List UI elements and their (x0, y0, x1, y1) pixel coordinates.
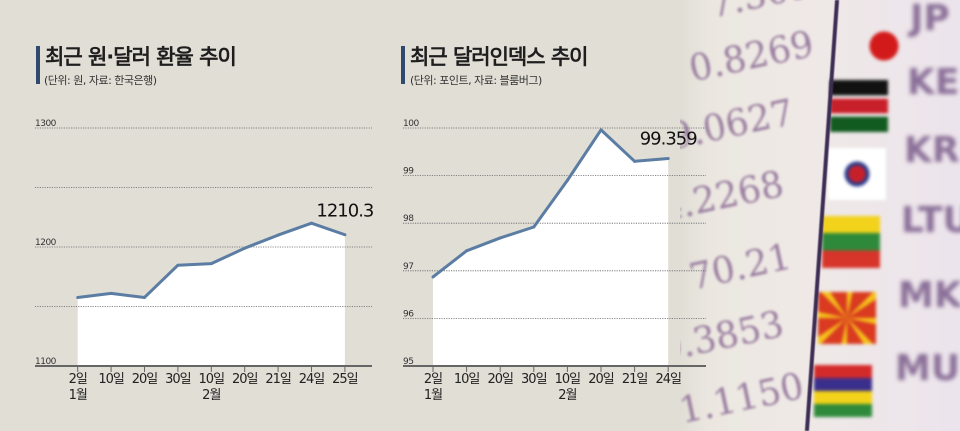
y-tick-label: 1100 (35, 357, 57, 367)
photo-currency-code: MK (898, 275, 960, 316)
x-tick-label: 20일 (588, 372, 614, 387)
data-point (343, 233, 347, 237)
data-point (109, 291, 113, 295)
data-point (565, 178, 569, 182)
chart-1: 100 99 98 97 96 95 2일 10일 20일 30일 10일 20일 21일 24일 1월 2월… (403, 119, 706, 403)
x-tick-label: 2일 (69, 372, 87, 387)
data-point (243, 246, 247, 250)
x-tick-label: 24일 (299, 372, 325, 387)
series-line (432, 128, 669, 279)
flag-japan-icon (855, 20, 913, 72)
x-tick-label: 10일 (199, 372, 225, 387)
data-point (666, 157, 670, 161)
month-label: 2월 (202, 388, 220, 403)
x-tick-label: 10일 (98, 372, 124, 387)
photo-currency-code: MU (895, 348, 960, 389)
y-tick-label: 1200 (35, 238, 57, 248)
data-point (498, 236, 502, 240)
photo-currency-code: LTU (901, 200, 960, 241)
value-annotation: 1210.3 (316, 201, 374, 222)
data-point (143, 295, 146, 299)
y-tick-label: 96 (403, 309, 414, 319)
flag-kenya-icon (830, 80, 888, 132)
x-tick-label: 25일 (332, 372, 358, 387)
data-point (599, 128, 603, 132)
y-tick-label: 100 (403, 119, 419, 129)
data-point (176, 263, 180, 267)
flag-mauritius-icon (814, 365, 872, 417)
chart-title-dxy: 최근 달러인덱스 추이 (410, 45, 589, 69)
x-tick-label: 24일 (655, 372, 681, 387)
x-tick-label: 30일 (521, 372, 547, 387)
y-tick-label: 98 (403, 214, 414, 224)
x-tick-label: 10일 (454, 372, 480, 387)
title-accent-bar (36, 46, 40, 84)
x-tick-label: 20일 (132, 372, 158, 387)
data-point (431, 275, 435, 279)
x-tick-label: 2일 (424, 372, 442, 387)
flag-macedonia-icon (818, 292, 876, 344)
photo-currency-code: KE (907, 62, 960, 103)
chart-subtitle-krw: (단위: 원, 자료: 한국은행) (44, 74, 157, 87)
data-point (276, 233, 280, 237)
data-point (76, 295, 80, 299)
x-tick-label: 20일 (232, 372, 258, 387)
x-tick-label: 21일 (265, 372, 291, 387)
chart-title-krw: 최근 원·달러 환율 추이 (45, 45, 237, 69)
month-label: 1월 (424, 388, 442, 403)
x-tick-label: 30일 (165, 372, 191, 387)
currency-board-photo: 7.30940.82699.06274.226870.219.38531.115… (680, 0, 960, 431)
x-tick-label: 21일 (622, 372, 648, 387)
data-point (209, 262, 213, 266)
flag-lithuania-icon (822, 216, 880, 268)
chart-0: 1300 1200 1100 2일 10일 20일 30일 10일 20일 21일 24일 25일 1월… (35, 119, 375, 403)
x-tick-label: 20일 (487, 372, 513, 387)
photo-currency-code: JP (910, 0, 950, 39)
y-tick-label: 99 (403, 167, 414, 177)
data-point (310, 221, 313, 225)
x-tick-label: 10일 (555, 372, 581, 387)
month-label: 2월 (558, 388, 576, 403)
month-label: 1월 (69, 388, 87, 403)
y-tick-label: 97 (403, 262, 413, 272)
photo-currency-code: KR (904, 130, 960, 171)
data-point (465, 249, 469, 253)
chart-subtitle-dxy: (단위: 포인트, 자료: 블룸버그) (410, 74, 542, 87)
flag-korea-icon (828, 148, 886, 200)
value-annotation: 99.359 (640, 129, 698, 150)
y-tick-label: 95 (403, 357, 413, 367)
y-tick-label: 1300 (35, 119, 57, 129)
area-fill (77, 223, 345, 366)
title-accent-bar (401, 46, 405, 84)
data-point (532, 225, 536, 229)
data-point (633, 159, 637, 163)
area-fill (433, 129, 669, 366)
